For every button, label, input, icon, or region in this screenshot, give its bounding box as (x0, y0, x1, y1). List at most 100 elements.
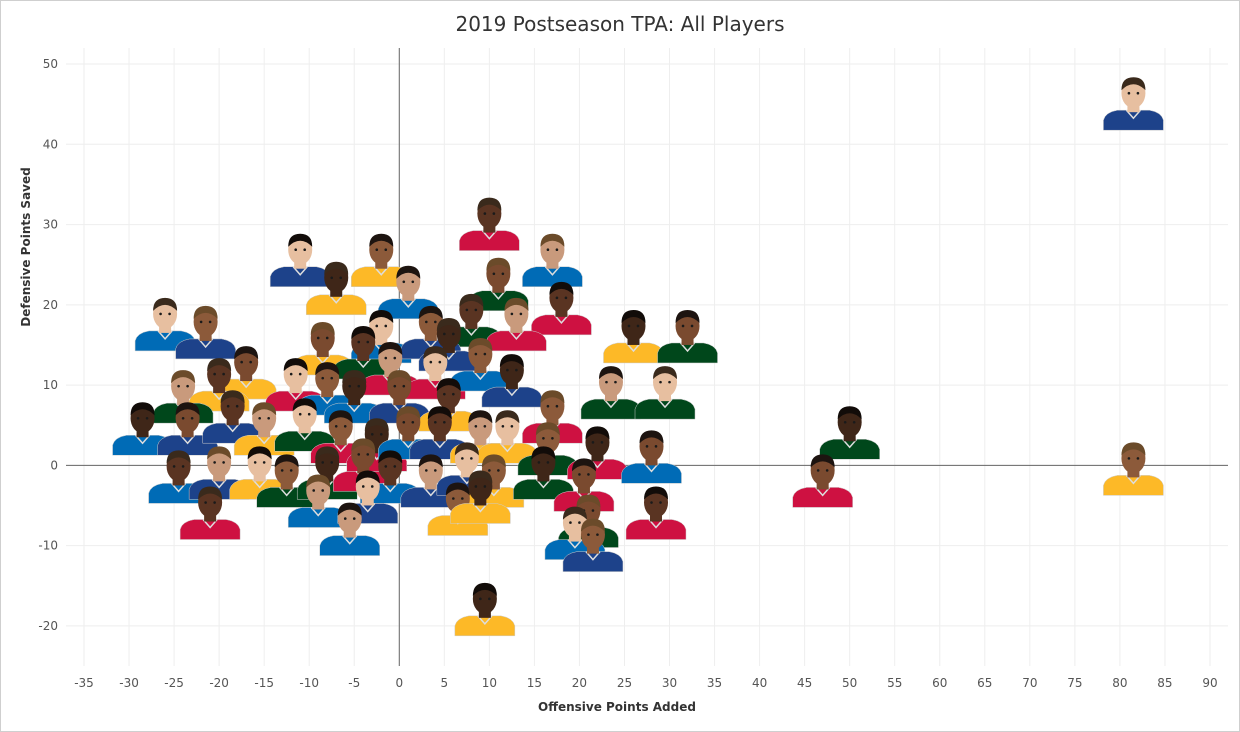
eye (546, 404, 550, 408)
jersey-collar (355, 358, 371, 369)
jersey (634, 398, 696, 420)
player-headshot (319, 502, 380, 556)
x-tick-label: 25 (617, 676, 632, 690)
eye (177, 384, 180, 388)
jersey-collar (256, 434, 272, 445)
eye (303, 248, 307, 252)
hair (418, 305, 443, 319)
jersey-collar (585, 551, 601, 561)
jersey-collar (553, 314, 569, 324)
jersey-collar (423, 486, 439, 497)
y-axis-label: Defensive Points Saved (19, 167, 33, 326)
eye (461, 457, 464, 460)
eye (240, 360, 243, 364)
eye (384, 465, 388, 468)
eye (393, 465, 397, 468)
eye (366, 340, 370, 344)
hair (315, 362, 340, 376)
hair (369, 233, 394, 247)
x-axis-label: Offensive Points Added (538, 700, 696, 714)
eye (654, 445, 658, 448)
x-tick-label: 75 (1067, 676, 1082, 690)
hair (427, 406, 452, 420)
player-headshot (351, 233, 412, 287)
eye (470, 457, 473, 460)
eye (186, 384, 189, 388)
eye (1127, 457, 1131, 460)
hair (562, 506, 587, 520)
jersey-collar (657, 398, 673, 409)
eye (578, 521, 581, 524)
jersey (269, 266, 331, 287)
eye (510, 312, 514, 316)
x-tick-label: -35 (74, 676, 94, 690)
eye (587, 533, 590, 536)
eye (501, 272, 505, 276)
eye (488, 469, 491, 472)
hair (423, 346, 448, 360)
player-headshot (486, 297, 547, 352)
eye (501, 424, 505, 428)
hair (810, 454, 835, 468)
jersey (450, 503, 511, 524)
jersey (522, 266, 583, 287)
hair (639, 430, 664, 444)
jersey-collar (544, 266, 560, 276)
jersey (175, 338, 236, 360)
jersey-collar (342, 535, 358, 545)
jersey-collar (328, 294, 344, 304)
jersey-collar (297, 430, 313, 441)
eye (461, 497, 464, 500)
player-headshot (603, 309, 664, 364)
hair (310, 321, 335, 335)
player-headshot (481, 354, 543, 408)
eye (555, 296, 559, 300)
eye (159, 312, 162, 316)
eye (596, 533, 599, 536)
eye (348, 384, 352, 388)
hair (459, 293, 484, 307)
eye (235, 404, 239, 408)
hair (247, 446, 272, 460)
eye (519, 312, 523, 316)
x-tick-label: 15 (527, 676, 542, 690)
player-headshot (580, 366, 642, 420)
hair (571, 458, 596, 472)
eye (443, 332, 446, 336)
eye (645, 445, 649, 448)
x-tick-label: 90 (1202, 676, 1217, 690)
y-tick-label: 30 (43, 218, 58, 232)
jersey (531, 314, 592, 336)
x-tick-label: -5 (348, 676, 360, 690)
eye (681, 324, 685, 328)
eye (483, 485, 487, 488)
eye (384, 248, 388, 252)
eye (483, 424, 487, 428)
jersey-collar (288, 390, 304, 401)
hair (396, 265, 421, 279)
eye (145, 416, 149, 420)
eye (411, 280, 415, 284)
eye (659, 501, 662, 504)
player-headshot (625, 486, 687, 540)
eye (352, 517, 356, 520)
eye (614, 380, 617, 384)
jersey-collar (842, 438, 858, 449)
player-headshot (657, 309, 718, 364)
eye (307, 412, 311, 416)
hair (445, 482, 470, 496)
jersey-collar (481, 230, 497, 240)
hair (499, 354, 524, 368)
x-tick-label: 0 (395, 676, 403, 690)
eye (492, 212, 496, 215)
eye (168, 312, 171, 316)
eye (843, 420, 847, 424)
player-headshot (621, 430, 682, 484)
eye (474, 424, 478, 428)
jersey-collar (535, 478, 551, 489)
eye (627, 324, 631, 328)
eye (384, 356, 388, 360)
hair (837, 406, 862, 420)
eye (546, 461, 550, 464)
eye (316, 336, 320, 340)
